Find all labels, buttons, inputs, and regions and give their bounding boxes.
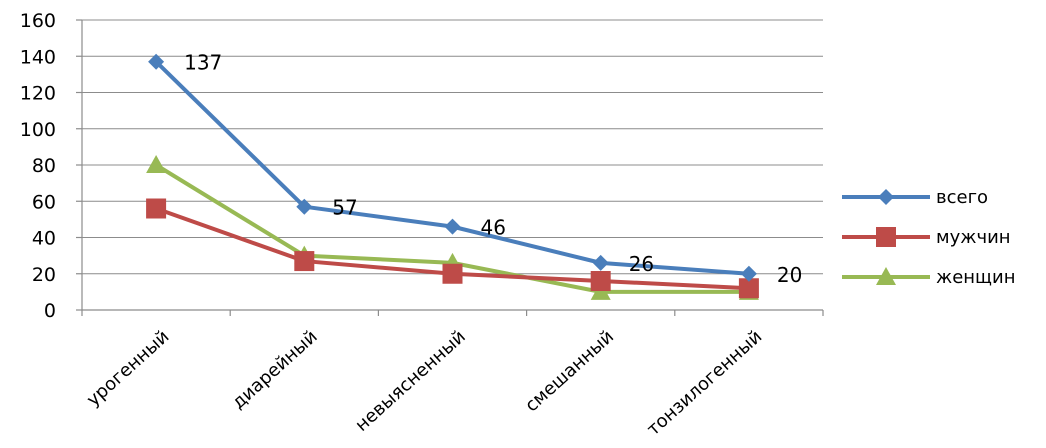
y-tick-label: 60 bbox=[32, 191, 56, 213]
marker-triangle bbox=[146, 155, 167, 173]
legend: всего мужчин женщин bbox=[842, 187, 1015, 288]
legend-item: всего bbox=[842, 187, 988, 208]
marker-square bbox=[146, 198, 167, 219]
x-tick-label: невыясненный bbox=[351, 326, 470, 436]
legend-label: мужчин bbox=[936, 227, 1011, 248]
y-tick-label: 40 bbox=[32, 228, 56, 250]
marker-square bbox=[294, 251, 315, 272]
marker-square bbox=[590, 271, 611, 291]
x-tick-label: урогенный bbox=[83, 326, 174, 411]
marker-diamond bbox=[296, 198, 313, 215]
data-label: 26 bbox=[629, 252, 654, 276]
marker-diamond bbox=[148, 53, 165, 70]
marker-diamond bbox=[444, 218, 461, 235]
x-tick-label: тонзилогенный bbox=[643, 326, 766, 440]
y-tick-label: 160 bbox=[20, 10, 56, 32]
y-tick-label: 80 bbox=[32, 155, 56, 177]
y-tick-label: 120 bbox=[20, 83, 56, 105]
y-tick-label: 100 bbox=[20, 119, 56, 141]
data-labels: 137 57 46 26 20 bbox=[184, 51, 802, 287]
data-label: 20 bbox=[777, 263, 802, 287]
data-label: 46 bbox=[481, 216, 506, 240]
marker-triangle bbox=[876, 267, 896, 285]
legend-label: женщин bbox=[936, 267, 1015, 288]
legend-item: женщин bbox=[842, 267, 1015, 288]
gridlines bbox=[82, 19, 823, 275]
x-tick-label: диарейный bbox=[228, 326, 322, 413]
marker-diamond bbox=[878, 189, 894, 205]
y-tick-label: 20 bbox=[32, 264, 56, 286]
series-group bbox=[146, 53, 759, 300]
data-label: 137 bbox=[184, 51, 222, 75]
axes: 0 20 40 60 80 100 120 140 160 урогенный диарейный н… bbox=[20, 10, 824, 440]
marker-diamond bbox=[592, 254, 609, 271]
marker-square bbox=[442, 263, 463, 284]
marker-square bbox=[738, 278, 759, 299]
legend-item: мужчин bbox=[842, 227, 1011, 248]
legend-label: всего bbox=[936, 187, 988, 208]
marker-diamond bbox=[740, 265, 757, 282]
x-tick-label: смешанный bbox=[521, 326, 618, 416]
y-tick-label: 0 bbox=[44, 300, 56, 322]
y-tick-label: 140 bbox=[20, 46, 56, 68]
marker-square bbox=[876, 227, 896, 247]
data-label: 57 bbox=[332, 196, 357, 220]
